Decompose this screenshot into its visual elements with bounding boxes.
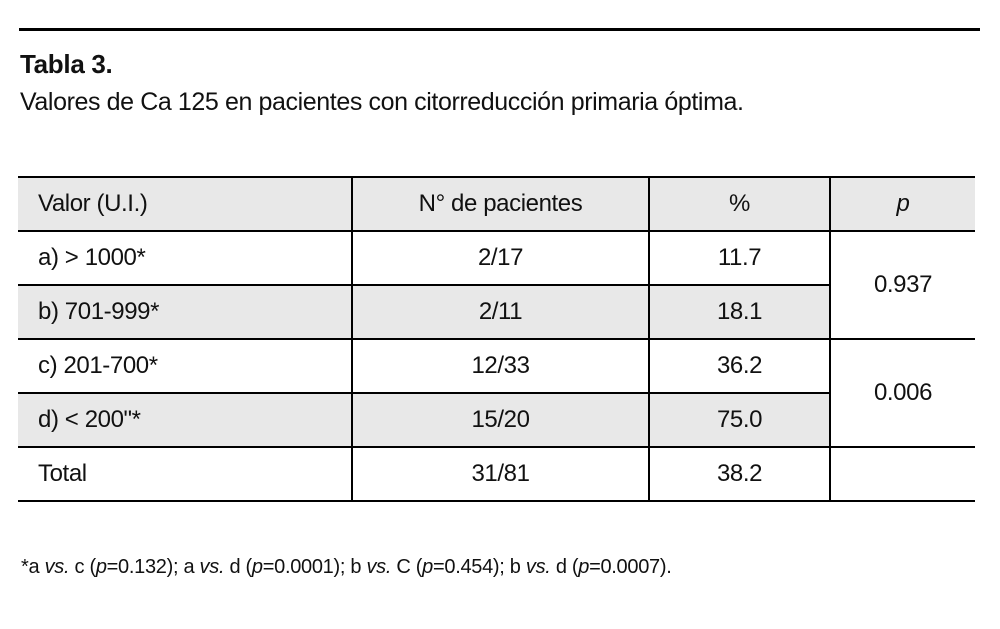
p-value-group-cd: 0.006 xyxy=(873,379,933,406)
table-row-a: a) > 1000* 2/17 11.7 0.937 xyxy=(18,230,975,340)
cell-percent-d: 75.0 xyxy=(648,392,830,448)
cell-pacientes-d: 15/20 xyxy=(351,392,649,448)
column-header-percent: % xyxy=(648,176,830,232)
footnote-segment: d ( xyxy=(550,556,579,578)
cell-percent-a: 11.7 xyxy=(648,230,830,286)
footnote-segment: *a xyxy=(21,556,45,578)
footnote-segment: vs. xyxy=(199,556,225,578)
footnote-segment: p xyxy=(251,556,263,578)
footnote-segment: vs. xyxy=(366,556,392,578)
footnote-segment: p xyxy=(578,556,590,578)
header-row: Valor (U.I.) N° de pacientes % p xyxy=(18,176,975,232)
footnote-segment: =0.132); a xyxy=(106,556,200,578)
footnote-segment: vs. xyxy=(525,556,551,578)
column-header-valor: Valor (U.I.) xyxy=(18,176,352,232)
cell-pacientes-c: 12/33 xyxy=(351,338,649,394)
table-row-total: Total 31/81 38.2 xyxy=(18,446,975,502)
footnote-segment: p xyxy=(95,556,107,578)
column-header-p: p xyxy=(829,176,975,232)
footnote-segment: C ( xyxy=(391,556,423,578)
column-header-pacientes: N° de pacientes xyxy=(351,176,649,232)
cell-percent-c: 36.2 xyxy=(648,338,830,394)
table-row-b: b) 701-999* 2/11 18.1 xyxy=(18,284,975,340)
cell-valor-d: d) < 200"* xyxy=(18,392,352,448)
top-rule xyxy=(19,28,980,31)
table-caption: Valores de Ca 125 en pacientes con citor… xyxy=(20,88,744,116)
cell-valor-c: c) 201-700* xyxy=(18,338,352,394)
cell-p-group-ab: 0.937 xyxy=(829,230,975,340)
cell-p-group-cd: 0.006 xyxy=(829,338,975,448)
cell-valor-b: b) 701-999* xyxy=(18,284,352,340)
cell-percent-total: 38.2 xyxy=(648,446,830,502)
table-row-d: d) < 200"* 15/20 75.0 xyxy=(18,392,975,448)
footnote-segment: vs. xyxy=(44,556,70,578)
cell-p-total xyxy=(829,446,975,502)
footnote: *a vs. c (p=0.132); a vs. d (p=0.0001); … xyxy=(21,554,672,580)
footnote-segment: =0.0007). xyxy=(589,556,672,578)
footnote-segment: c ( xyxy=(69,556,97,578)
p-value-group-ab: 0.937 xyxy=(873,271,933,298)
footnote-segment: d ( xyxy=(224,556,252,578)
cell-valor-a: a) > 1000* xyxy=(18,230,352,286)
cell-valor-total: Total xyxy=(18,446,352,502)
footnote-segment: =0.0001); b xyxy=(262,556,367,578)
footnote-segment: =0.454); b xyxy=(433,556,526,578)
cell-pacientes-total: 31/81 xyxy=(351,446,649,502)
footnote-segment: p xyxy=(422,556,433,578)
table-title: Tabla 3. xyxy=(20,49,113,79)
table-row-c: c) 201-700* 12/33 36.2 0.006 xyxy=(18,338,975,448)
data-table: Valor (U.I.) N° de pacientes % p a) > 10… xyxy=(18,176,975,502)
cell-pacientes-a: 2/17 xyxy=(351,230,649,286)
cell-pacientes-b: 2/11 xyxy=(351,284,649,340)
cell-percent-b: 18.1 xyxy=(648,284,830,340)
